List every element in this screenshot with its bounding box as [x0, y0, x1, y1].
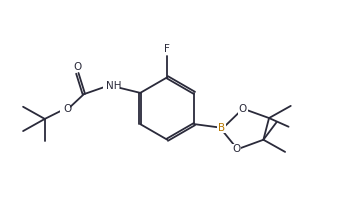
Bar — [102, 80, 120, 92]
Bar — [73, 61, 82, 72]
Text: O: O — [63, 104, 72, 114]
Bar — [232, 144, 241, 155]
Text: O: O — [232, 144, 241, 154]
Text: O: O — [239, 104, 247, 114]
Bar — [217, 122, 226, 133]
Bar — [60, 104, 70, 115]
Text: NH: NH — [106, 81, 121, 91]
Text: F: F — [164, 44, 170, 54]
Text: O: O — [73, 62, 81, 72]
Bar — [163, 44, 172, 55]
Text: B: B — [218, 123, 225, 133]
Bar — [238, 104, 248, 115]
